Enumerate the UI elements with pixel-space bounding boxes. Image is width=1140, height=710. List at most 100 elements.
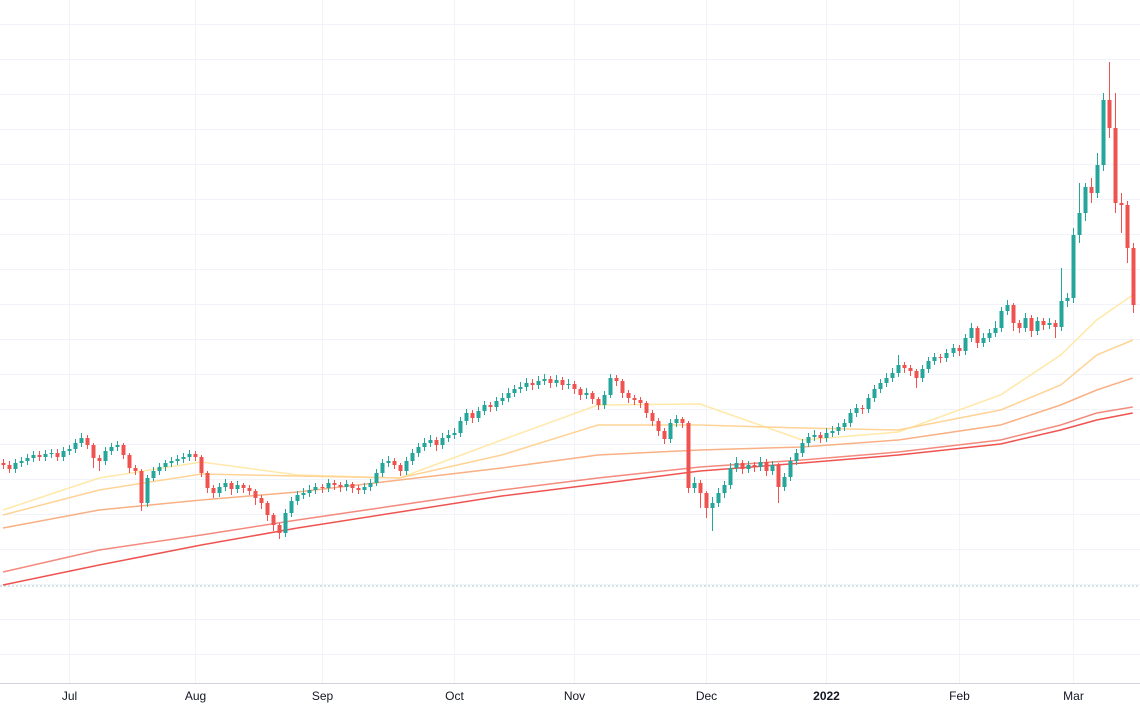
candle-body xyxy=(482,405,487,411)
candle-body xyxy=(602,395,607,405)
candle-body xyxy=(914,371,919,378)
candle-body xyxy=(187,454,192,457)
candle-body xyxy=(764,462,769,471)
candle-body xyxy=(37,455,42,457)
candle-body xyxy=(530,383,535,385)
candle-body xyxy=(404,461,409,471)
candle-body xyxy=(440,438,445,445)
candle-body xyxy=(356,488,361,490)
candle-body xyxy=(710,503,715,508)
candle-body xyxy=(698,483,703,493)
candle-body xyxy=(241,485,246,488)
candle-body xyxy=(908,368,913,371)
candle-body xyxy=(566,384,571,385)
candle-body xyxy=(163,463,168,467)
candle-body xyxy=(969,328,974,338)
candle-body xyxy=(1101,100,1106,165)
candle-body xyxy=(344,484,349,487)
candle-body xyxy=(1071,235,1076,298)
candle-body xyxy=(668,423,673,439)
moving-average xyxy=(2,406,1133,573)
candle-body xyxy=(728,468,733,485)
candle-body xyxy=(692,483,697,488)
grid xyxy=(0,0,1140,683)
candle-body xyxy=(620,381,625,393)
moving-average xyxy=(2,412,1133,586)
candle-body xyxy=(410,453,415,461)
candle-body xyxy=(1029,318,1034,331)
candle-body xyxy=(428,440,433,443)
candle-body xyxy=(320,487,325,488)
candle-body xyxy=(836,427,841,431)
moving-average xyxy=(2,377,1134,529)
candle-body xyxy=(902,365,907,368)
candle-body xyxy=(398,465,403,471)
candle-body xyxy=(253,491,258,498)
candle-body xyxy=(139,471,144,503)
candle-body xyxy=(446,435,451,438)
candle-body xyxy=(1113,128,1118,203)
candle-body xyxy=(217,487,222,493)
candle-body xyxy=(79,438,84,443)
candle-body xyxy=(169,461,174,463)
x-tick-label: Feb xyxy=(949,689,970,703)
candle-body xyxy=(259,498,264,503)
candle-body xyxy=(85,438,90,445)
candle-body xyxy=(938,357,943,358)
candle-body xyxy=(1095,165,1100,193)
candle-body xyxy=(392,461,397,465)
candle-body xyxy=(818,435,823,438)
candle-body xyxy=(662,431,667,439)
candle-body xyxy=(1017,323,1022,328)
candle-body xyxy=(386,461,391,463)
candle-body xyxy=(500,398,505,401)
candle-body xyxy=(848,413,853,423)
candle-body xyxy=(1047,323,1052,325)
candle-body xyxy=(145,478,150,503)
candle-body xyxy=(680,419,685,423)
candle-body xyxy=(626,393,631,398)
candle-body xyxy=(1119,203,1124,205)
candle-body xyxy=(650,413,655,421)
candle-body xyxy=(1089,187,1094,193)
candle-body xyxy=(999,311,1004,328)
candle-body xyxy=(644,403,649,413)
candle-body xyxy=(464,413,469,421)
candle-body xyxy=(476,411,481,418)
candle-body xyxy=(326,483,331,488)
candle-body xyxy=(872,389,877,398)
candle-body xyxy=(704,493,709,508)
candle-body xyxy=(295,495,300,501)
candle-body xyxy=(67,449,72,451)
candle-body xyxy=(121,445,126,455)
candle-body xyxy=(350,484,355,488)
candle-body xyxy=(987,333,992,338)
x-tick-label: Mar xyxy=(1063,689,1084,703)
candle-body xyxy=(866,398,871,409)
candle-body xyxy=(1065,298,1070,301)
candle-body xyxy=(686,423,691,488)
candle-body xyxy=(247,488,252,491)
candle-body xyxy=(73,443,78,449)
candle-body xyxy=(776,465,781,487)
candle-body xyxy=(993,328,998,333)
candle-body xyxy=(313,487,318,490)
candle-body xyxy=(554,380,559,383)
x-tick-label: Aug xyxy=(185,689,206,703)
plot-area xyxy=(0,62,1140,587)
candle-body xyxy=(1077,213,1082,235)
candle-body xyxy=(932,357,937,361)
candle-body xyxy=(416,447,421,453)
candle-body xyxy=(1035,321,1040,331)
candle-body xyxy=(175,459,180,461)
candle-body xyxy=(920,369,925,378)
candle-body xyxy=(151,471,156,478)
candle-body xyxy=(572,384,577,389)
candle-body xyxy=(740,463,745,469)
candle-body xyxy=(452,433,457,435)
candle-body xyxy=(223,483,228,487)
candle-body xyxy=(632,398,637,400)
candle-body xyxy=(362,487,367,490)
candle-body xyxy=(770,465,775,471)
